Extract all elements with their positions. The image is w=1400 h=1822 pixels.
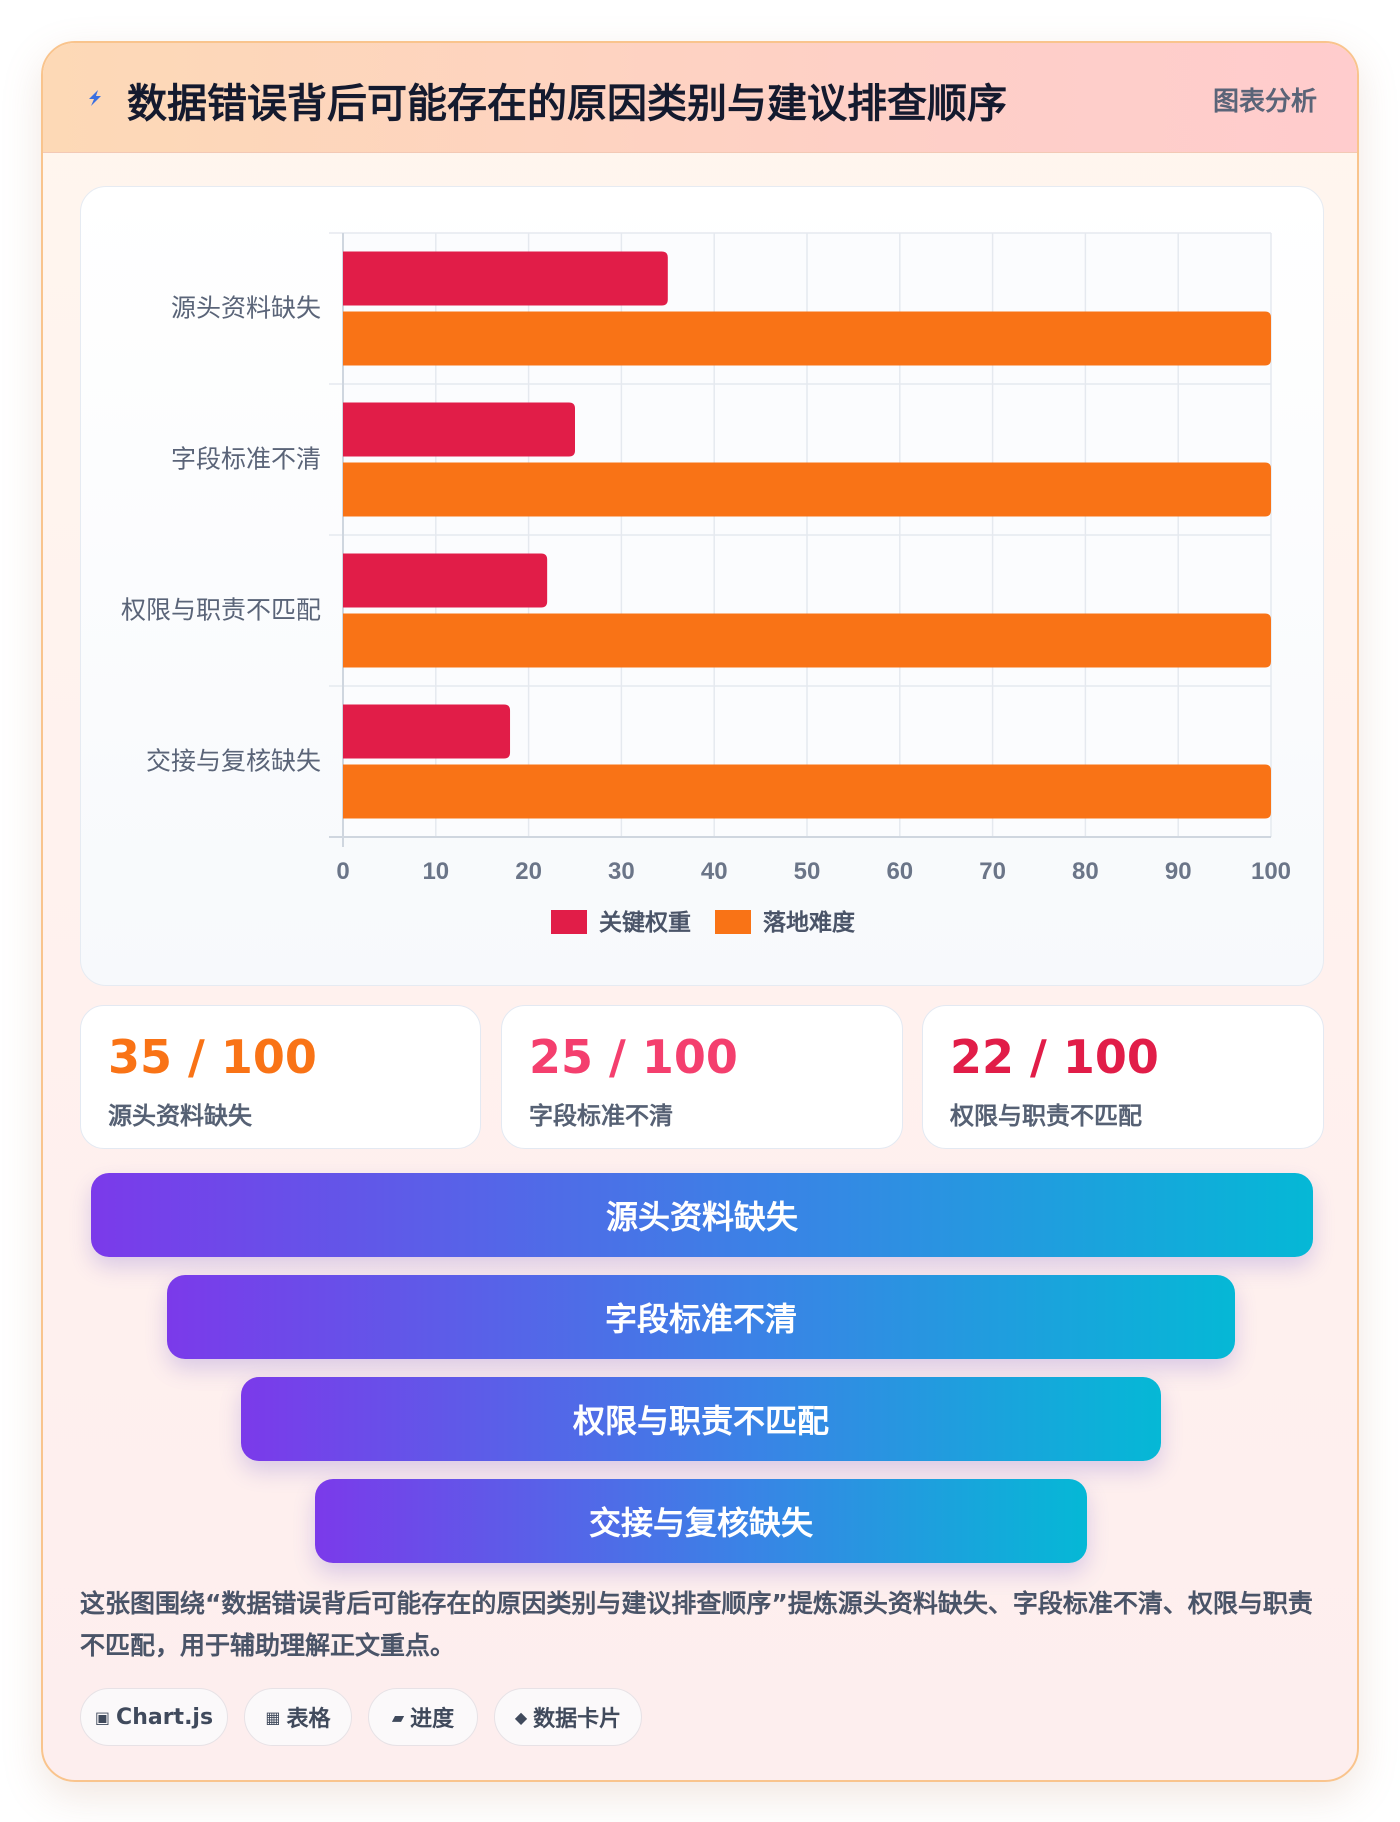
x-tick-label: 0 <box>336 858 349 885</box>
category-label: 交接与复核缺失 <box>146 747 321 776</box>
stat-card: 35 / 100 源头资料缺失 <box>80 1005 481 1149</box>
category-label: 字段标准不清 <box>171 445 321 474</box>
stat-value: 25 / 100 <box>529 1030 738 1084</box>
stat-label: 源头资料缺失 <box>108 1102 252 1130</box>
category-label: 源头资料缺失 <box>171 294 321 323</box>
chip-chartjs[interactable]: ▣ Chart.js <box>80 1688 228 1746</box>
chart-card: 数据错误背后可能存在的原因类别与建议排查顺序 图表分析 源头资料缺失 字段标准不清… <box>41 41 1359 1782</box>
legend-label: 关键权重 <box>599 909 691 936</box>
stat-label: 字段标准不清 <box>529 1102 673 1130</box>
funnel-step: 源头资料缺失 <box>91 1173 1313 1257</box>
funnel-step: 字段标准不清 <box>167 1275 1235 1359</box>
bar <box>343 402 575 457</box>
stat-value: 35 / 100 <box>108 1030 317 1084</box>
stat-cards: 35 / 100 源头资料缺失 25 / 100 字段标准不清 22 / 100… <box>80 1005 1324 1149</box>
page-title: 数据错误背后可能存在的原因类别与建议排查顺序 <box>127 81 1007 127</box>
stat-card: 22 / 100 权限与职责不匹配 <box>922 1005 1324 1149</box>
x-tick-label: 80 <box>1072 858 1099 885</box>
stat-value: 22 / 100 <box>950 1030 1159 1084</box>
legend-swatch <box>715 910 751 934</box>
card-header: 数据错误背后可能存在的原因类别与建议排查顺序 图表分析 <box>43 43 1357 153</box>
stat-label: 权限与职责不匹配 <box>950 1102 1142 1130</box>
chip-progress[interactable]: ▰ 进度 <box>368 1688 478 1746</box>
chip-table[interactable]: ▦ 表格 <box>244 1688 352 1746</box>
bar <box>343 462 1271 517</box>
bar <box>343 251 668 306</box>
chip-label: 表格 <box>286 1707 331 1732</box>
x-tick-label: 20 <box>515 858 542 885</box>
legend-swatch <box>551 910 587 934</box>
chart-panel: 源头资料缺失 字段标准不清权限与职责不匹配交接与复核缺失 0 10 20 30 40 50 60… <box>80 186 1324 986</box>
diamond-icon: ◆ <box>514 1707 528 1727</box>
x-tick-label: 30 <box>608 858 635 885</box>
chip-label: 进度 <box>410 1707 455 1732</box>
funnel-step: 交接与复核缺失 <box>315 1479 1087 1563</box>
chip-label: Chart.js <box>116 1704 214 1730</box>
bar <box>343 704 511 759</box>
x-tick-label: 100 <box>1251 858 1291 885</box>
bar <box>343 311 1271 366</box>
category-label: 权限与职责不匹配 <box>121 596 321 625</box>
x-tick-label: 10 <box>422 858 449 885</box>
x-tick-label: 40 <box>701 858 728 885</box>
progress-icon: ▰ <box>391 1707 405 1727</box>
chip-label: 数据卡片 <box>533 1707 622 1732</box>
bar <box>343 613 1271 668</box>
bar <box>343 764 1271 819</box>
chip-data-card[interactable]: ◆ 数据卡片 <box>494 1688 642 1746</box>
grid-icon: ▦ <box>265 1707 281 1727</box>
x-tick-label: 90 <box>1165 858 1192 885</box>
bar <box>343 553 548 608</box>
square-icon: ▣ <box>94 1707 111 1727</box>
funnel-step: 权限与职责不匹配 <box>241 1377 1161 1461</box>
chart-analysis-tag[interactable]: 图表分析 <box>1212 87 1317 117</box>
stat-card: 25 / 100 字段标准不清 <box>501 1005 903 1149</box>
x-tick-label: 70 <box>979 858 1006 885</box>
legend-label: 落地难度 <box>763 909 856 936</box>
x-tick-label: 50 <box>794 858 821 885</box>
description-text: 这张图围绕“数据错误背后可能存在的原因类别与建议排查顺序”提炼源头资料缺失、字段… <box>80 1589 1313 1660</box>
lightning-icon <box>89 90 101 106</box>
x-tick-label: 60 <box>886 858 913 885</box>
